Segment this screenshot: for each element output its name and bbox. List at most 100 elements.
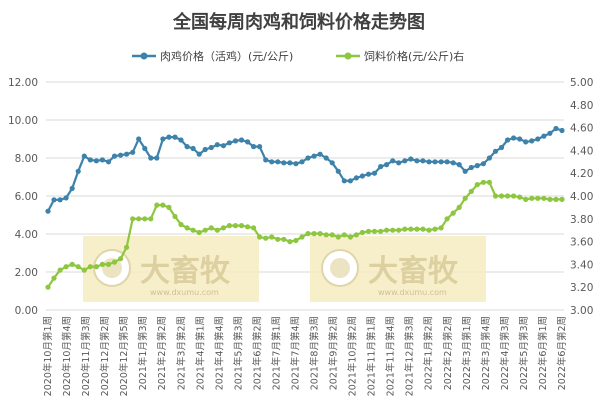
data-point-1 bbox=[51, 275, 57, 281]
y-left-tick-label: 4.00 bbox=[15, 229, 38, 241]
data-point-0 bbox=[323, 155, 329, 161]
chart-title: 全国每周肉鸡和饲料价格走势图 bbox=[172, 11, 425, 33]
data-point-0 bbox=[480, 161, 486, 167]
watermark-url-left: www.dxumu.com bbox=[150, 288, 219, 297]
x-tick-label: 2020年12月第2周 bbox=[99, 316, 111, 396]
data-point-1 bbox=[311, 231, 317, 237]
watermark-url-right: www.dxumu.com bbox=[378, 288, 447, 297]
data-point-1 bbox=[142, 216, 148, 222]
data-point-0 bbox=[468, 164, 474, 171]
data-point-0 bbox=[93, 158, 99, 164]
data-point-1 bbox=[480, 179, 486, 185]
data-point-0 bbox=[486, 155, 492, 161]
watermark-left: 大畜牧 www.dxumu.com bbox=[83, 236, 259, 302]
x-tick-label: 2021年11月第1周 bbox=[366, 316, 378, 396]
y-right-tick-label: 4.20 bbox=[570, 168, 593, 180]
data-point-0 bbox=[220, 143, 226, 149]
data-point-0 bbox=[396, 160, 402, 166]
data-point-1 bbox=[462, 195, 468, 201]
data-point-1 bbox=[269, 234, 275, 240]
data-point-1 bbox=[353, 232, 359, 238]
data-point-1 bbox=[136, 216, 142, 222]
x-tick-label: 2022年6月第2周 bbox=[556, 316, 568, 390]
data-point-1 bbox=[172, 213, 178, 220]
y-right-tick-label: 4.80 bbox=[570, 100, 593, 112]
data-point-1 bbox=[390, 227, 396, 233]
data-point-1 bbox=[75, 264, 81, 270]
data-point-0 bbox=[232, 138, 239, 144]
data-point-1 bbox=[329, 232, 335, 238]
data-point-1 bbox=[178, 221, 184, 228]
y-right-tick-label: 3.20 bbox=[570, 282, 593, 294]
data-point-0 bbox=[553, 125, 559, 132]
data-point-0 bbox=[492, 148, 499, 154]
y-right-tick-label: 3.80 bbox=[570, 214, 593, 226]
data-point-1 bbox=[124, 244, 130, 250]
legend-marker-broiler bbox=[140, 52, 148, 60]
x-tick-label: 2021年12月第3周 bbox=[404, 316, 416, 396]
data-point-1 bbox=[384, 227, 390, 233]
axes: 0.00 2.00 4.00 6.00 8.00 10.00 12.00 3.00 3.20 3.… bbox=[8, 77, 593, 396]
data-point-0 bbox=[178, 137, 184, 143]
data-point-1 bbox=[220, 225, 226, 231]
data-point-0 bbox=[184, 144, 190, 150]
y-right-tick-label: 5.00 bbox=[570, 77, 593, 89]
data-point-0 bbox=[474, 163, 480, 169]
data-point-0 bbox=[426, 159, 432, 165]
data-point-1 bbox=[63, 264, 69, 270]
data-point-1 bbox=[160, 202, 166, 208]
legend: 肉鸡价格（活鸡）(元/公斤) 饲料价格(元/公斤)右 bbox=[132, 49, 464, 63]
data-point-1 bbox=[438, 225, 444, 231]
data-point-1 bbox=[492, 193, 499, 199]
data-point-1 bbox=[214, 227, 220, 233]
y-left-tick-label: 6.00 bbox=[15, 191, 38, 203]
x-tick-label: 2020年11月第3周 bbox=[80, 316, 92, 396]
data-point-0 bbox=[541, 133, 547, 139]
data-point-0 bbox=[353, 175, 359, 181]
data-point-0 bbox=[408, 156, 414, 162]
data-point-0 bbox=[118, 152, 124, 158]
data-point-0 bbox=[371, 170, 378, 176]
data-point-1 bbox=[281, 236, 287, 242]
data-point-0 bbox=[462, 168, 468, 174]
data-point-0 bbox=[341, 178, 347, 184]
data-point-0 bbox=[166, 134, 172, 140]
series-line-0 bbox=[47, 127, 563, 212]
data-point-0 bbox=[148, 155, 154, 161]
data-point-1 bbox=[257, 234, 263, 240]
legend-label-feed: 饲料价格(元/公斤)右 bbox=[364, 49, 464, 63]
legend-label-broiler: 肉鸡价格（活鸡）(元/公斤) bbox=[160, 49, 293, 63]
data-point-1 bbox=[111, 259, 118, 265]
data-point-1 bbox=[57, 267, 63, 273]
data-point-0 bbox=[505, 137, 511, 143]
data-point-0 bbox=[87, 157, 93, 163]
data-point-0 bbox=[111, 153, 118, 159]
data-point-0 bbox=[329, 160, 335, 166]
data-point-1 bbox=[81, 267, 87, 273]
data-point-1 bbox=[202, 227, 208, 233]
data-point-0 bbox=[81, 153, 87, 159]
data-point-1 bbox=[541, 195, 547, 201]
data-point-1 bbox=[184, 225, 190, 231]
data-point-1 bbox=[444, 216, 450, 222]
x-tick-label: 2020年10月第4周 bbox=[61, 316, 73, 396]
data-point-0 bbox=[160, 136, 166, 142]
data-point-1 bbox=[529, 195, 535, 201]
x-tick-label: 2021年1月第3周 bbox=[137, 316, 149, 390]
data-point-1 bbox=[396, 227, 402, 233]
data-point-0 bbox=[69, 185, 75, 191]
data-point-0 bbox=[444, 159, 450, 165]
data-point-0 bbox=[172, 134, 178, 140]
data-point-1 bbox=[426, 227, 432, 233]
data-point-0 bbox=[517, 136, 523, 142]
data-point-1 bbox=[299, 234, 305, 240]
data-point-0 bbox=[420, 158, 426, 164]
data-point-1 bbox=[323, 232, 329, 238]
x-tick-label: 2021年11月第4周 bbox=[385, 316, 397, 396]
data-point-1 bbox=[275, 236, 281, 242]
data-point-0 bbox=[378, 164, 384, 170]
data-point-0 bbox=[299, 159, 305, 165]
data-point-0 bbox=[529, 138, 535, 144]
data-point-1 bbox=[486, 179, 492, 185]
